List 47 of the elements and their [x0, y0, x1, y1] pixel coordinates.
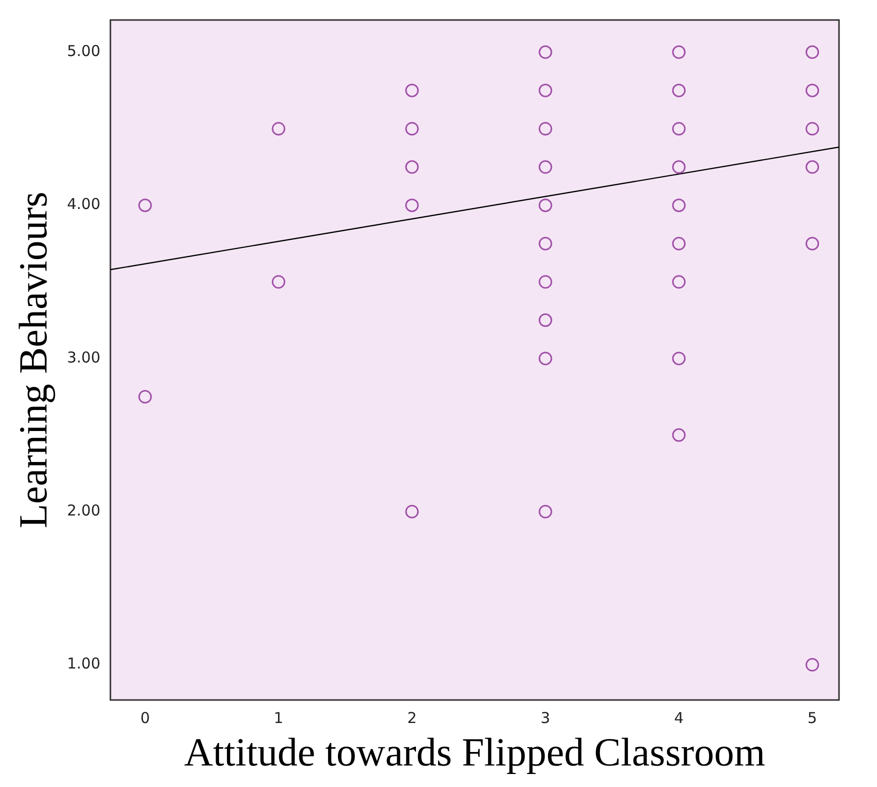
point [405, 504, 419, 518]
point [672, 198, 686, 212]
point [538, 313, 552, 327]
point [538, 122, 552, 136]
point [672, 45, 686, 59]
point [405, 122, 419, 136]
point [272, 275, 286, 289]
point [138, 390, 152, 404]
point [672, 352, 686, 366]
x-tick-label: 2 [407, 708, 417, 727]
point [672, 236, 686, 250]
y-tick-label: 4.00 [66, 195, 100, 214]
point [538, 275, 552, 289]
x-tick-label: 0 [140, 708, 150, 727]
y-axis-title: Learning Behaviours [10, 192, 56, 528]
y-tick-label: 5.00 [66, 42, 100, 60]
point [538, 504, 552, 518]
point [538, 160, 552, 174]
point [806, 45, 820, 59]
point [806, 236, 820, 250]
point [138, 198, 152, 212]
point [538, 236, 552, 250]
point [405, 84, 419, 98]
point [672, 84, 686, 98]
x-tick-label: 4 [674, 708, 684, 727]
y-tick-label: 3.00 [66, 348, 100, 366]
point [672, 160, 686, 174]
point [806, 658, 820, 672]
y-tick-label: 2.00 [66, 502, 100, 520]
x-tick-label: 3 [540, 708, 550, 727]
point [405, 198, 419, 212]
point [538, 198, 552, 212]
point [538, 45, 552, 59]
x-axis-title: Attitude towards Flipped Classroom [184, 730, 766, 774]
point [272, 122, 286, 136]
x-tick-label: 5 [808, 708, 818, 727]
point [672, 275, 686, 289]
point [806, 84, 820, 98]
point [538, 84, 552, 98]
x-tick-label: 1 [274, 708, 284, 727]
point [806, 160, 820, 174]
point [672, 122, 686, 136]
point [672, 428, 686, 442]
point [405, 160, 419, 174]
point [538, 352, 552, 366]
point [806, 122, 820, 136]
y-tick-label: 1.00 [66, 654, 100, 673]
